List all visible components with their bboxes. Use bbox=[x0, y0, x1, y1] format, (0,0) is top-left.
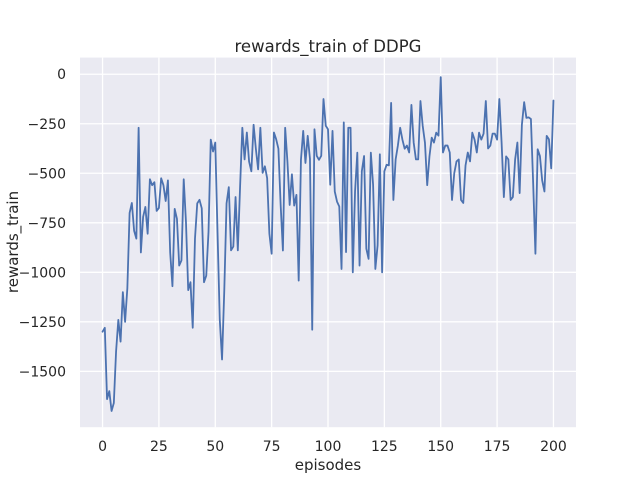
x-tick-label: 150 bbox=[427, 439, 454, 455]
x-tick-label: 50 bbox=[206, 439, 224, 455]
x-tick-label: 175 bbox=[484, 439, 511, 455]
x-tick-labels: 0 25 50 75 100 125 150 175 200 bbox=[98, 439, 567, 455]
y-tick-label: −1500 bbox=[19, 364, 66, 380]
y-tick-label: 0 bbox=[57, 67, 66, 83]
y-tick-label: −1000 bbox=[19, 265, 66, 281]
x-tick-label: 100 bbox=[315, 439, 342, 455]
x-tick-label: 0 bbox=[98, 439, 107, 455]
y-tick-label: −750 bbox=[28, 216, 66, 232]
y-tick-label: −500 bbox=[28, 166, 66, 182]
reward-line bbox=[101, 76, 555, 412]
y-axis-label: rewards_train bbox=[4, 191, 23, 293]
x-tick-label: 25 bbox=[150, 439, 168, 455]
x-tick-label: 200 bbox=[540, 439, 567, 455]
y-tick-labels: 0 −250 −500 −750 −1000 −1250 −1500 bbox=[19, 67, 66, 380]
x-tick-label: 75 bbox=[263, 439, 281, 455]
x-axis-label: episodes bbox=[295, 456, 362, 474]
chart-title: rewards_train of DDPG bbox=[235, 37, 422, 57]
y-tick-label: −1250 bbox=[19, 315, 66, 331]
y-tick-label: −250 bbox=[28, 117, 66, 133]
x-tick-label: 125 bbox=[371, 439, 398, 455]
